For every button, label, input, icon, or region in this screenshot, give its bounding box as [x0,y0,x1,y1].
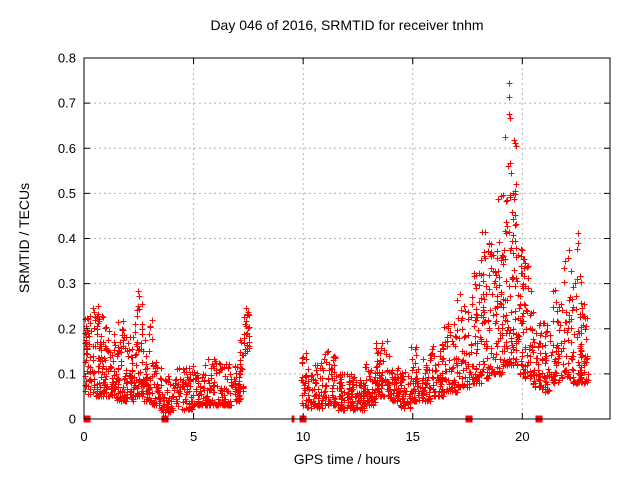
plot-border [83,57,611,420]
y-tick-label: 0.8 [58,51,76,66]
y-tick-label: 0.3 [58,276,76,291]
data-points-path [82,80,592,416]
x-tick-label: 0 [80,429,87,444]
chart-title: Day 046 of 2016, SRMTID for receiver tnh… [210,17,483,33]
x-tick-label: 20 [515,429,529,444]
y-tick-label: 0.2 [58,321,76,336]
y-tick-label: 0.4 [58,231,76,246]
y-axis-label: SRMTID / TECUs [16,183,32,293]
y-tick-label: 0 [69,412,76,427]
y-tick-label: 0.7 [58,96,76,111]
y-tick-label: 0.1 [58,366,76,381]
x-tick-label: 5 [190,429,197,444]
x-axis-label: GPS time / hours [294,451,401,467]
x-tick-labels: 0 5 10 15 20 [80,429,529,444]
y-tick-label: 0.6 [58,141,76,156]
x-tick-label: 10 [296,429,310,444]
y-tick-labels: 0 0.1 0.2 0.3 0.4 0.5 0.6 0.7 0.8 [58,51,76,427]
scatter-series-points [82,80,592,416]
x-tick-label: 15 [406,429,420,444]
y-tick-label: 0.5 [58,186,76,201]
